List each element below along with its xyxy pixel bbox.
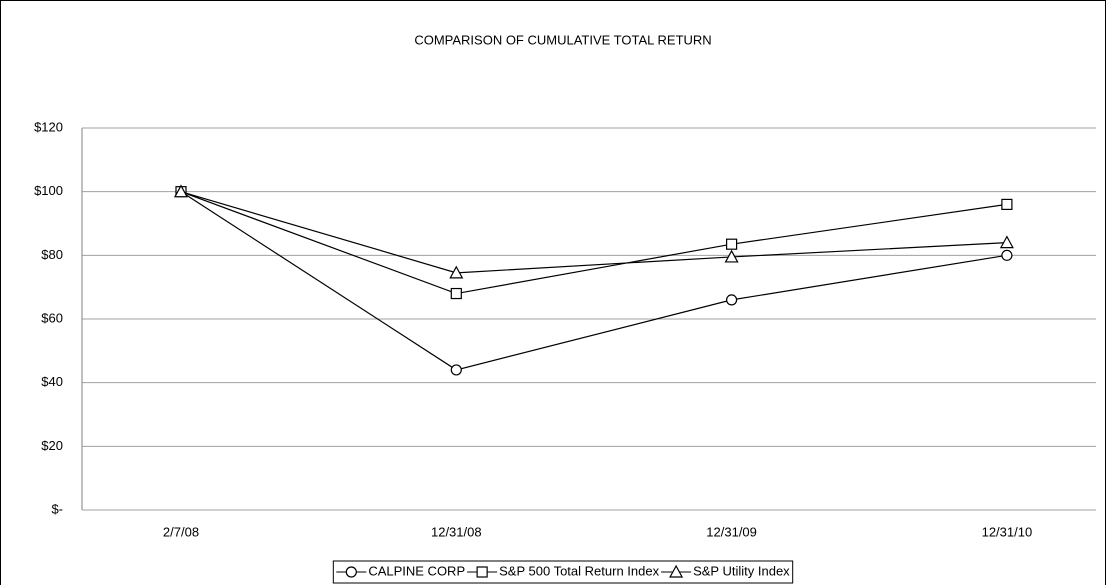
x-tick-label: 12/31/09 [706,524,757,539]
x-tick-label: 12/31/08 [431,524,482,539]
point [450,364,462,376]
legend-label: S&P 500 Total Return Index [499,563,659,578]
y-tick-label: $80 [41,247,63,262]
y-tick-label: $40 [41,374,63,389]
x-tick-label: 12/31/10 [982,524,1033,539]
point [669,564,684,578]
point [345,566,357,578]
point [1001,249,1013,261]
point [725,294,738,306]
point [724,249,739,263]
legend-label: S&P Utility Index [693,563,790,578]
series-line [180,191,1007,274]
series-line [180,191,1007,371]
y-tick-label: $- [51,501,63,516]
point [450,287,462,300]
series-line [180,191,1007,295]
point [725,238,738,250]
y-tick-label: $60 [41,310,63,325]
y-tick-label: $120 [34,119,63,134]
chart-title: COMPARISON OF CUMULATIVE TOTAL RETURN [414,32,711,47]
x-tick-label: 2/7/08 [163,524,199,539]
legend-label: CALPINE CORP [368,563,465,578]
point [1001,198,1013,210]
legend: CALPINE CORP S&P 500 Total Return Index S&… [332,560,794,584]
point [999,235,1014,249]
y-tick-label: $20 [41,438,63,453]
point [173,184,189,198]
point [449,265,464,279]
y-tick-label: $100 [34,183,63,198]
point [476,566,488,578]
